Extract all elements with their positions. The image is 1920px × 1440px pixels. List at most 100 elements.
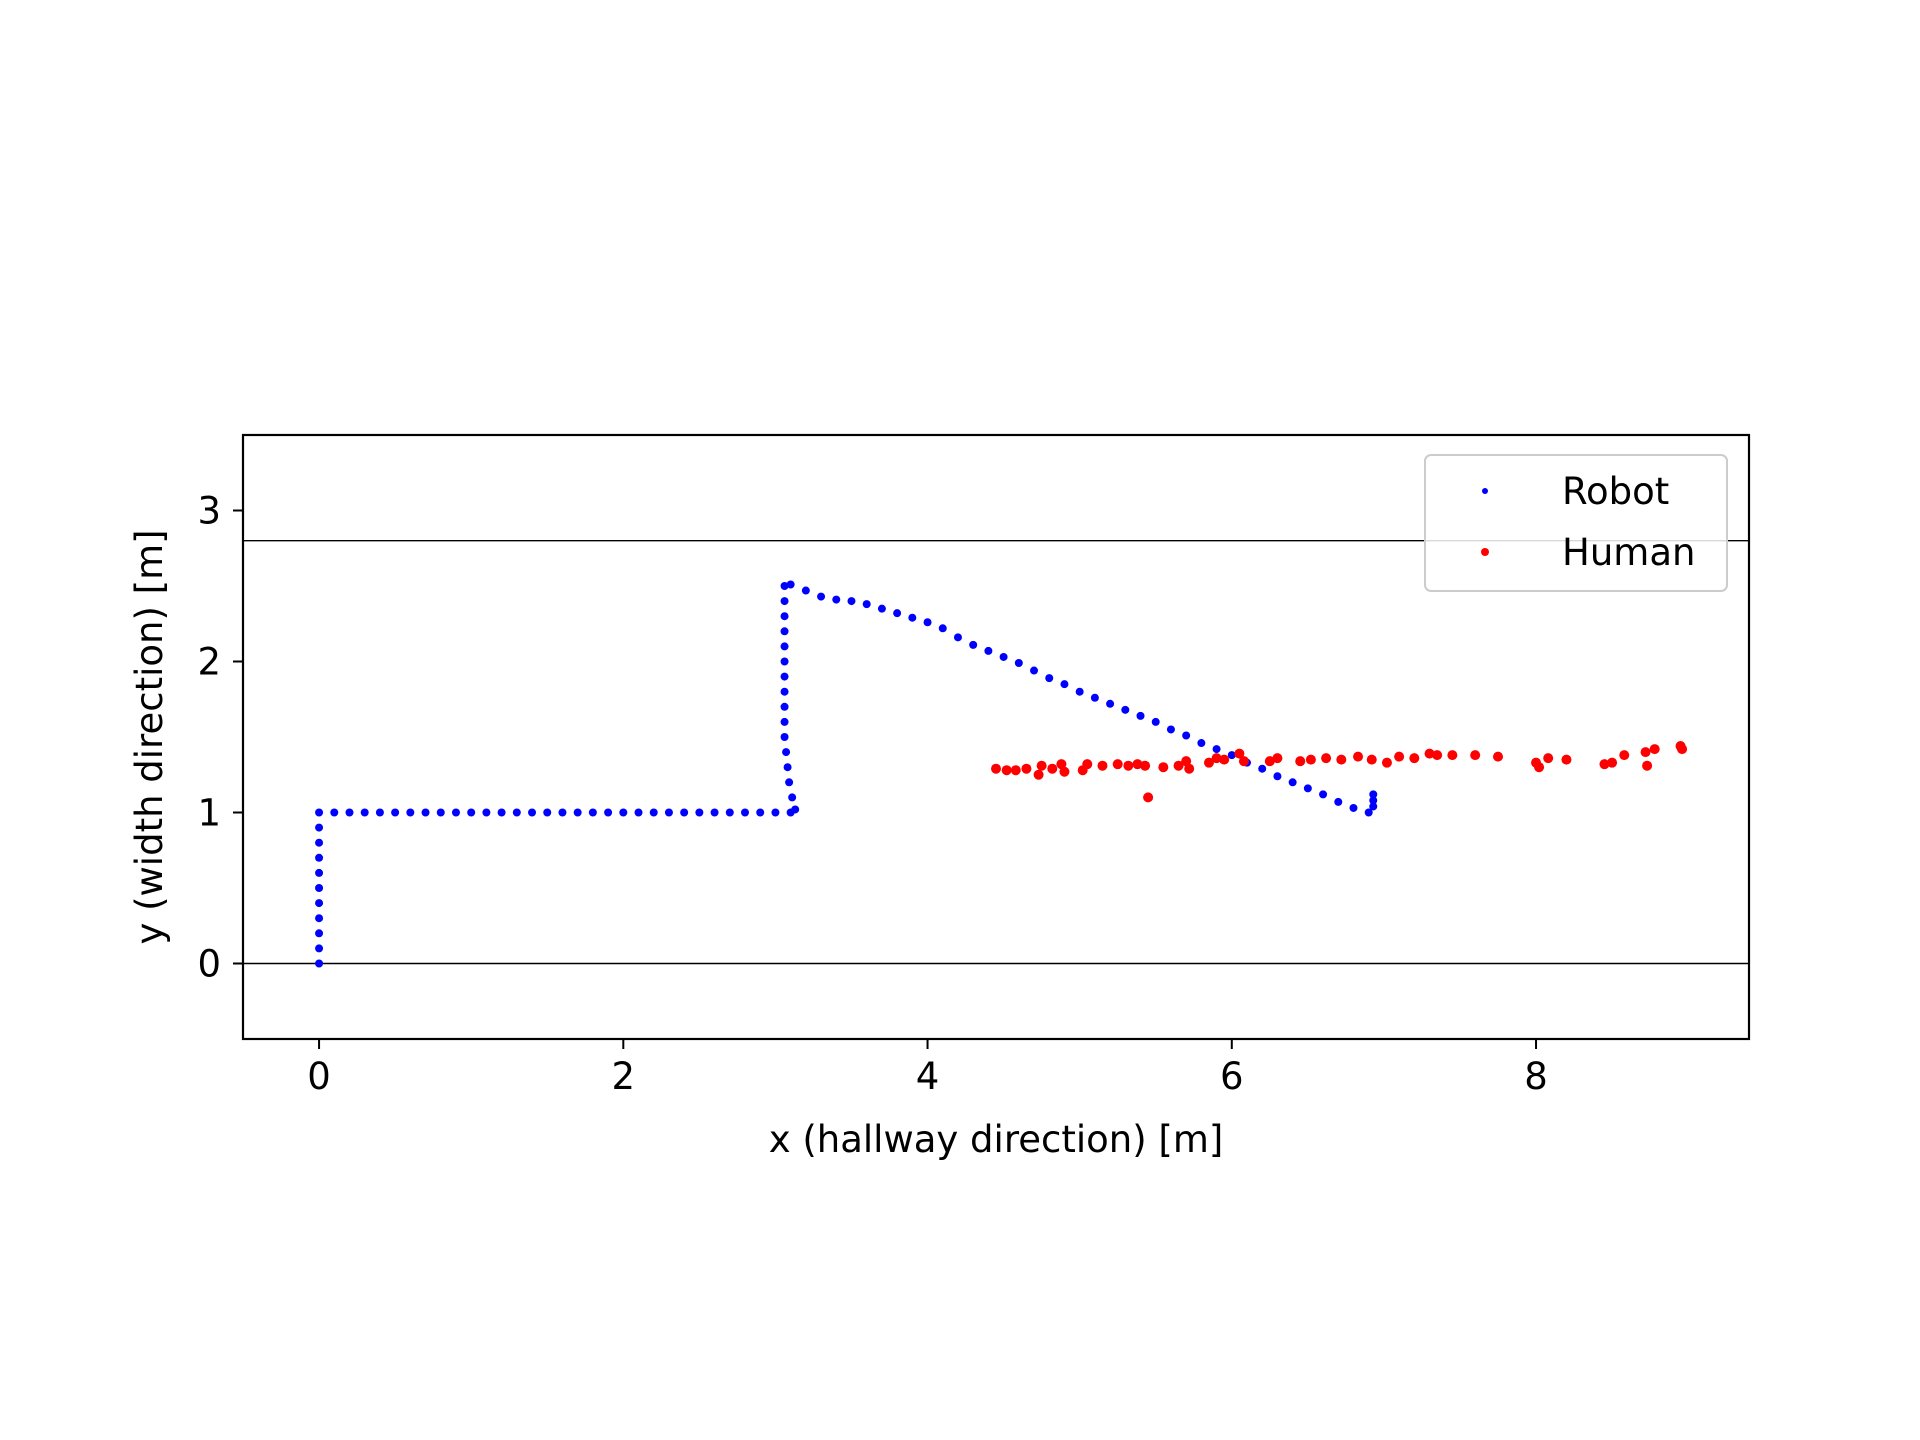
robot-point: [780, 672, 789, 681]
human-point: [1424, 748, 1435, 759]
human-point: [1234, 748, 1245, 759]
robot-point: [315, 868, 324, 877]
robot-point: [741, 808, 749, 817]
human-point: [1619, 750, 1630, 761]
robot-point: [315, 944, 324, 953]
legend-label-human: Human: [1562, 531, 1695, 574]
human-point: [1158, 762, 1169, 773]
robot-point: [1369, 796, 1378, 805]
human-point: [1184, 763, 1195, 774]
robot-point: [315, 899, 324, 908]
human-point: [1047, 763, 1058, 774]
robot-point: [780, 627, 789, 636]
human-point: [1295, 756, 1306, 767]
robot-point: [953, 633, 962, 642]
legend: Robot Human: [1424, 454, 1728, 592]
legend-label-robot: Robot: [1562, 470, 1669, 513]
robot-point: [619, 808, 628, 817]
robot-point: [1212, 745, 1221, 754]
robot-point: [1288, 778, 1297, 787]
robot-point: [1045, 674, 1054, 683]
human-point: [1219, 754, 1230, 765]
robot-point: [391, 808, 400, 817]
robot-point: [497, 808, 506, 817]
y-tick-label: 3: [197, 490, 221, 533]
robot-point: [1369, 802, 1378, 811]
robot-point: [315, 838, 324, 847]
human-point: [1353, 751, 1364, 762]
robot-point: [780, 597, 789, 606]
x-tick-label: 4: [916, 1055, 940, 1098]
robot-point: [1303, 784, 1312, 793]
robot-point: [893, 609, 902, 618]
human-point: [1561, 754, 1572, 765]
human-point: [1132, 759, 1143, 770]
robot-point: [406, 808, 415, 817]
human-point: [1264, 756, 1275, 767]
x-tick-label: 6: [1220, 1055, 1244, 1098]
series-human: [991, 741, 1688, 803]
robot-point: [788, 793, 797, 802]
robot-point: [832, 595, 841, 604]
robot-point: [360, 808, 369, 817]
robot-point: [1014, 659, 1023, 668]
x-axis-label: x (hallway direction) [m]: [769, 1118, 1224, 1161]
robot-point: [695, 808, 704, 817]
human-point: [1432, 750, 1443, 761]
robot-point: [877, 604, 886, 613]
robot-point: [1136, 711, 1145, 720]
robot-point: [315, 853, 324, 862]
robot-point: [780, 702, 789, 711]
robot-point: [512, 808, 521, 817]
robot-point: [375, 808, 384, 817]
human-point: [1143, 792, 1154, 803]
robot-point: [558, 808, 567, 817]
data-series: [315, 580, 1688, 968]
x-axis-ticks: 0 2 4 6 8: [307, 1039, 1548, 1098]
robot-point: [421, 808, 430, 817]
human-point: [1272, 753, 1283, 764]
robot-point: [1227, 751, 1236, 760]
human-point: [1642, 760, 1653, 771]
robot-point: [908, 613, 917, 622]
plot-frame: [241, 433, 1751, 1041]
x-tick-label: 8: [1524, 1055, 1548, 1098]
human-point: [1534, 762, 1545, 773]
y-axis-ticks: 0 1 2 3: [197, 490, 243, 986]
human-point: [1470, 750, 1481, 761]
robot-point: [984, 646, 993, 655]
robot-point: [528, 808, 537, 817]
y-tick-label: 1: [197, 792, 221, 835]
human-point: [1366, 754, 1377, 765]
robot-point: [923, 618, 932, 627]
robot-point: [1273, 772, 1282, 781]
robot-point: [467, 808, 476, 817]
robot-point: [999, 652, 1008, 661]
robot-point: [451, 808, 460, 817]
human-point: [1381, 757, 1392, 768]
robot-point: [1319, 790, 1328, 799]
robot-point: [573, 808, 582, 817]
x-tick-label: 2: [612, 1055, 636, 1098]
human-point: [1649, 744, 1660, 755]
robot-point: [436, 808, 445, 817]
robot-point: [786, 580, 795, 589]
robot-point: [588, 808, 597, 817]
robot-point: [1197, 739, 1206, 748]
legend-box: [1424, 454, 1728, 592]
robot-point: [1258, 764, 1267, 773]
robot-point: [315, 808, 324, 817]
robot-point: [780, 642, 789, 651]
human-point: [1123, 760, 1134, 771]
robot-point: [543, 808, 552, 817]
robot-point: [771, 808, 780, 817]
robot-point: [847, 597, 856, 606]
robot-point: [1075, 687, 1084, 696]
human-point: [1140, 760, 1151, 771]
human-point: [1056, 759, 1067, 770]
robot-point: [780, 657, 789, 666]
human-point: [1097, 760, 1108, 771]
robot-point: [664, 808, 673, 817]
robot-point: [817, 592, 826, 601]
